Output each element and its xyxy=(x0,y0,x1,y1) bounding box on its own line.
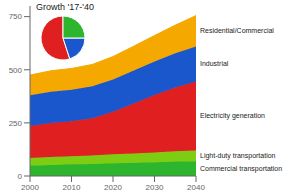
svg-text:2020: 2020 xyxy=(104,183,122,192)
svg-text:2030: 2030 xyxy=(146,183,164,192)
svg-text:250: 250 xyxy=(9,119,23,128)
svg-text:Residential/Commercial: Residential/Commercial xyxy=(200,27,274,34)
svg-text:750: 750 xyxy=(9,12,23,21)
svg-text:Electricity generation: Electricity generation xyxy=(200,112,265,120)
svg-text:Light-duty transportation: Light-duty transportation xyxy=(200,152,276,160)
svg-text:0: 0 xyxy=(18,172,23,181)
html-text:Growth '17-'40: Growth '17-'40 xyxy=(36,2,94,12)
svg-text:2040: 2040 xyxy=(187,183,205,192)
svg-text:2010: 2010 xyxy=(63,183,81,192)
svg-text:Commercial transportation: Commercial transportation xyxy=(200,165,282,173)
svg-text:500: 500 xyxy=(9,66,23,75)
svg-text:2000: 2000 xyxy=(21,183,39,192)
svg-text:Industrial: Industrial xyxy=(200,60,229,67)
